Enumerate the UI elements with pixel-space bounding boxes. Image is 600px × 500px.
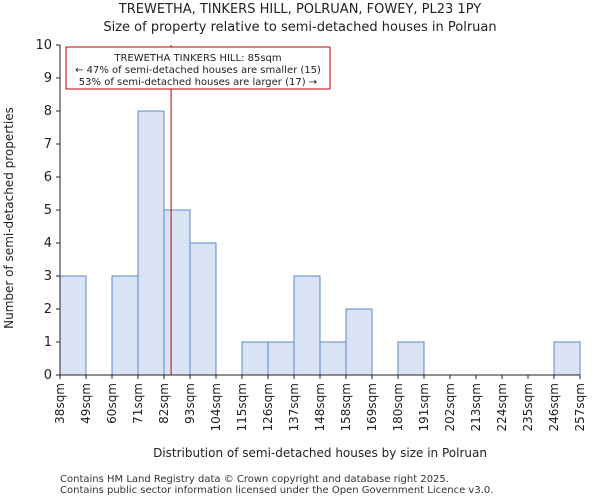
y-tick-label: 5: [44, 203, 52, 218]
histogram-bar: [553, 341, 581, 376]
x-tick-label: 213sqm: [469, 383, 483, 431]
histogram-bar: [137, 110, 165, 376]
footer-copyright: Contains HM Land Registry data © Crown c…: [60, 474, 449, 485]
annotation-line-1: TREWETHA TINKERS HILL: 85sqm: [113, 53, 281, 64]
y-tick-label: 10: [35, 38, 52, 53]
y-tick-label: 7: [44, 137, 52, 152]
chart-subtitle: Size of property relative to semi-detach…: [103, 20, 497, 35]
y-tick-label: 0: [44, 368, 52, 383]
y-tick-label: 2: [44, 302, 52, 317]
histogram-bar: [345, 308, 373, 376]
x-axis-label: Distribution of semi-detached houses by …: [153, 446, 487, 460]
histogram-bar: [59, 275, 87, 376]
histogram-bar: [111, 275, 139, 376]
chart-title: TREWETHA, TINKERS HILL, POLRUAN, FOWEY, …: [118, 2, 482, 17]
x-tick-label: 115sqm: [235, 383, 249, 431]
x-tick-label: 104sqm: [209, 383, 223, 431]
histogram-bar: [163, 209, 191, 376]
histogram-bar: [319, 341, 347, 376]
histogram-bar: [293, 275, 321, 376]
x-tick-label: 82sqm: [157, 383, 171, 424]
annotation-line-3: 53% of semi-detached houses are larger (…: [79, 77, 317, 88]
x-tick-label: 235sqm: [521, 383, 535, 431]
y-tick-label: 9: [44, 71, 52, 86]
histogram-bar: [241, 341, 269, 376]
annotation-line-2: ← 47% of semi-detached houses are smalle…: [75, 65, 321, 76]
histogram-chart: 0 1 2 3 4 5 6 7 8 9 10 38sqm 49sqm 60sqm 71sqm 82sqm 93s…: [2, 38, 587, 460]
y-axis-label: Number of semi-detached properties: [2, 107, 16, 329]
x-tick-label: 60sqm: [105, 383, 119, 424]
y-tick-label: 1: [44, 335, 52, 350]
x-tick-label: 49sqm: [79, 383, 93, 424]
x-tick-label: 137sqm: [287, 383, 301, 431]
x-tick-label: 158sqm: [339, 383, 353, 431]
y-tick-label: 8: [44, 104, 52, 119]
y-tick-label: 4: [44, 236, 52, 251]
histogram-bar: [397, 341, 425, 376]
x-tick-label: 191sqm: [417, 383, 431, 431]
x-tick-label: 169sqm: [365, 383, 379, 431]
x-tick-label: 180sqm: [391, 383, 405, 431]
x-tick-label: 93sqm: [183, 383, 197, 424]
histogram-bar: [267, 341, 295, 376]
x-tick-label: 38sqm: [53, 383, 67, 424]
y-tick-label: 3: [44, 269, 52, 284]
x-tick-label: 224sqm: [495, 383, 509, 431]
footer-licence: Contains public sector information licen…: [60, 485, 494, 496]
annotation-box: [65, 46, 331, 90]
x-tick-label: 246sqm: [547, 383, 561, 431]
y-tick-label: 6: [44, 170, 52, 185]
histogram-bar: [189, 242, 217, 376]
x-tick-label: 257sqm: [573, 383, 587, 431]
x-tick-label: 148sqm: [313, 383, 327, 431]
x-tick-label: 71sqm: [131, 383, 145, 424]
x-tick-label: 202sqm: [443, 383, 457, 431]
x-tick-label: 126sqm: [261, 383, 275, 431]
